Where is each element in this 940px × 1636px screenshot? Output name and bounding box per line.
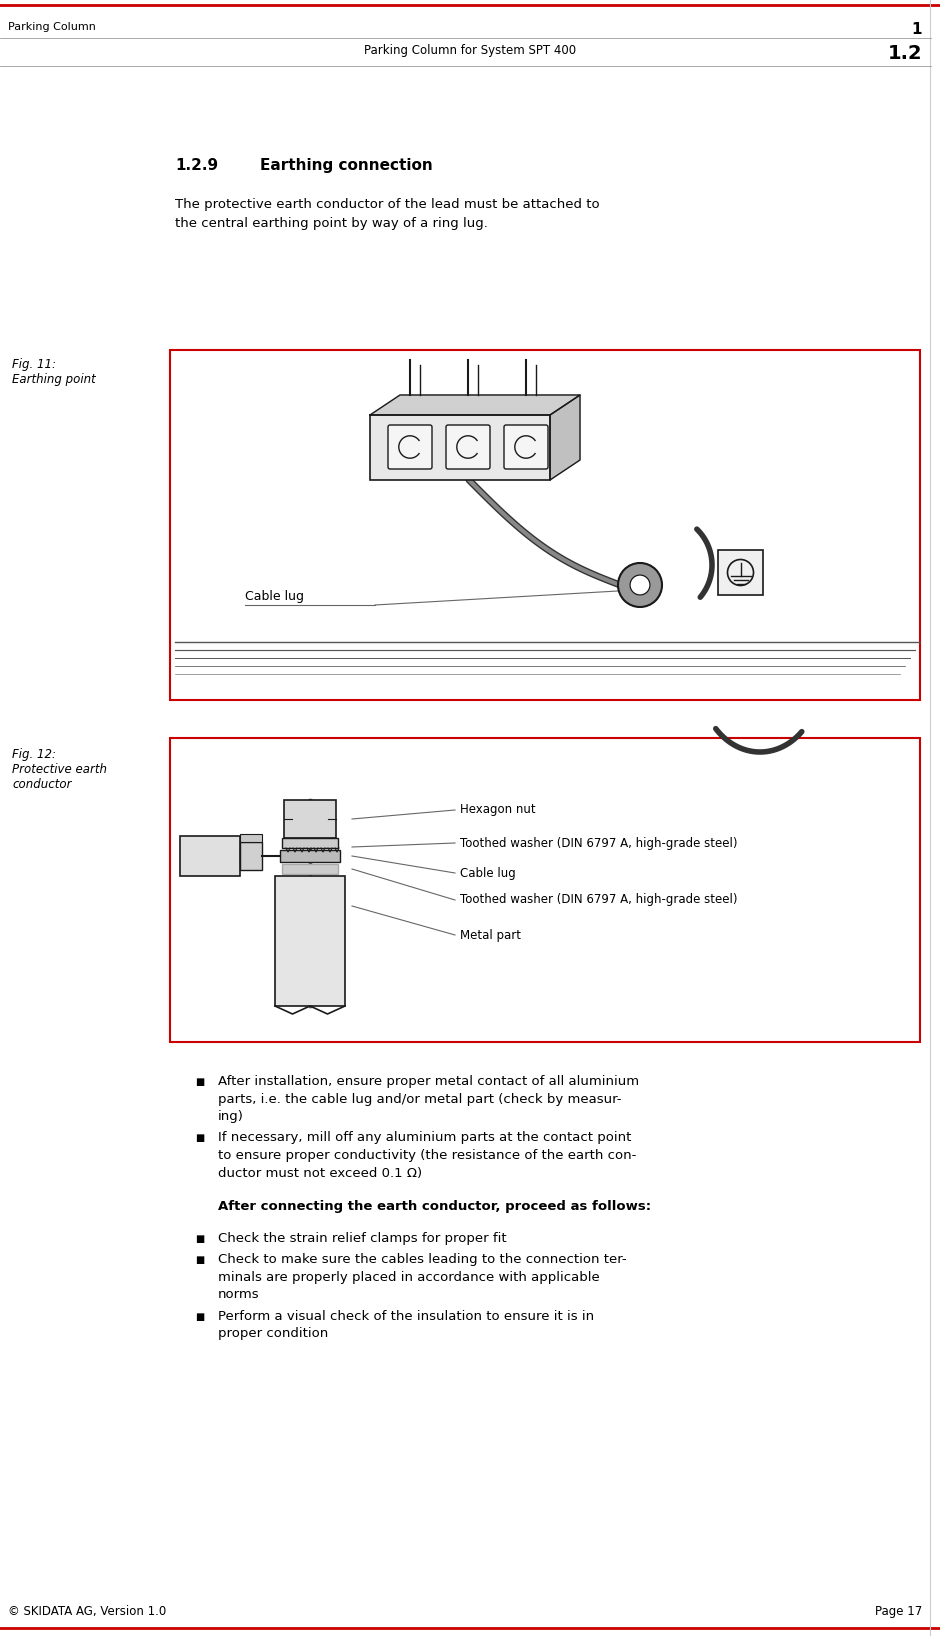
Text: ■: ■ [195, 1234, 204, 1243]
Text: Check to make sure the cables leading to the connection ter-: Check to make sure the cables leading to… [218, 1253, 627, 1266]
Text: 1: 1 [912, 21, 922, 38]
Text: Hexagon nut: Hexagon nut [460, 803, 536, 816]
Text: ductor must not exceed 0.1 Ω): ductor must not exceed 0.1 Ω) [218, 1166, 422, 1180]
Text: ■: ■ [195, 1134, 204, 1144]
FancyBboxPatch shape [280, 851, 340, 862]
FancyBboxPatch shape [275, 875, 345, 1006]
Text: ■: ■ [195, 1255, 204, 1266]
Text: Earthing point: Earthing point [12, 373, 96, 386]
Text: the central earthing point by way of a ring lug.: the central earthing point by way of a r… [175, 218, 488, 231]
Circle shape [630, 574, 650, 596]
Text: Parking Column for System SPT 400: Parking Column for System SPT 400 [364, 44, 576, 57]
Text: Page 17: Page 17 [875, 1605, 922, 1618]
Text: ■: ■ [195, 1312, 204, 1322]
Text: Check the strain relief clamps for proper fit: Check the strain relief clamps for prope… [218, 1232, 507, 1245]
FancyBboxPatch shape [718, 550, 763, 596]
Text: 1.2: 1.2 [887, 44, 922, 64]
FancyBboxPatch shape [240, 843, 262, 870]
FancyBboxPatch shape [180, 836, 240, 875]
Text: Perform a visual check of the insulation to ensure it is in: Perform a visual check of the insulation… [218, 1310, 594, 1324]
Text: ■: ■ [195, 1076, 204, 1086]
Text: to ensure proper conductivity (the resistance of the earth con-: to ensure proper conductivity (the resis… [218, 1148, 636, 1162]
FancyBboxPatch shape [170, 738, 920, 1042]
Text: Cable lug: Cable lug [245, 591, 304, 604]
Polygon shape [370, 394, 580, 416]
Text: Toothed washer (DIN 6797 A, high-grade steel): Toothed washer (DIN 6797 A, high-grade s… [460, 836, 738, 849]
FancyBboxPatch shape [170, 350, 920, 700]
Text: Cable lug: Cable lug [460, 867, 516, 880]
FancyBboxPatch shape [446, 425, 490, 470]
Text: norms: norms [218, 1289, 259, 1302]
Text: Fig. 12:: Fig. 12: [12, 748, 56, 761]
FancyBboxPatch shape [282, 864, 338, 874]
FancyBboxPatch shape [240, 834, 262, 843]
Text: 1.2.9: 1.2.9 [175, 159, 218, 173]
Text: conductor: conductor [12, 779, 71, 790]
Circle shape [618, 563, 662, 607]
Text: minals are properly placed in accordance with applicable: minals are properly placed in accordance… [218, 1271, 600, 1284]
Text: Fig. 11:: Fig. 11: [12, 358, 56, 371]
FancyBboxPatch shape [282, 838, 338, 847]
Text: parts, i.e. the cable lug and/or metal part (check by measur-: parts, i.e. the cable lug and/or metal p… [218, 1093, 621, 1106]
Text: Metal part: Metal part [460, 929, 521, 941]
Text: Protective earth: Protective earth [12, 762, 107, 775]
Text: © SKIDATA AG, Version 1.0: © SKIDATA AG, Version 1.0 [8, 1605, 166, 1618]
FancyBboxPatch shape [388, 425, 432, 470]
Text: Parking Column: Parking Column [8, 21, 96, 33]
FancyBboxPatch shape [284, 800, 336, 838]
Text: After connecting the earth conductor, proceed as follows:: After connecting the earth conductor, pr… [218, 1199, 651, 1212]
Polygon shape [550, 394, 580, 479]
Text: Earthing connection: Earthing connection [260, 159, 432, 173]
FancyBboxPatch shape [504, 425, 548, 470]
Text: If necessary, mill off any aluminium parts at the contact point: If necessary, mill off any aluminium par… [218, 1132, 632, 1145]
Text: ing): ing) [218, 1109, 243, 1122]
Text: proper condition: proper condition [218, 1327, 328, 1340]
Text: After installation, ensure proper metal contact of all aluminium: After installation, ensure proper metal … [218, 1075, 639, 1088]
Text: Toothed washer (DIN 6797 A, high-grade steel): Toothed washer (DIN 6797 A, high-grade s… [460, 893, 738, 906]
FancyBboxPatch shape [370, 416, 550, 479]
Text: The protective earth conductor of the lead must be attached to: The protective earth conductor of the le… [175, 198, 600, 211]
